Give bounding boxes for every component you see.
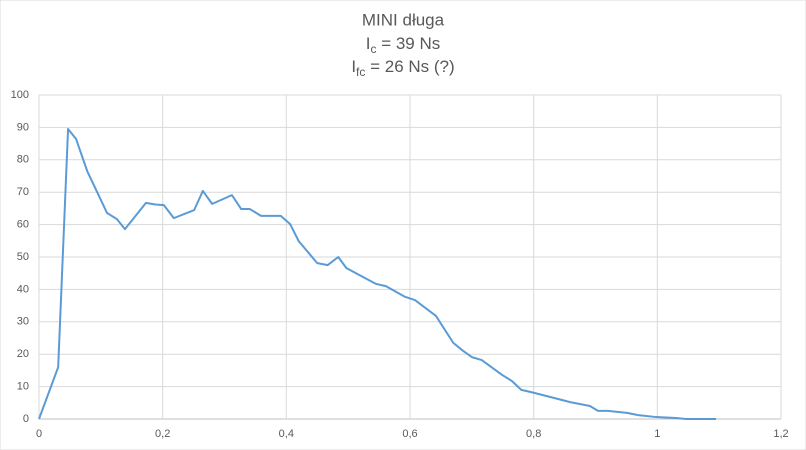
chart-subtitle: Ifc = 26 Ns (?) <box>351 57 454 79</box>
x-tick-label: 0 <box>36 428 42 440</box>
x-tick-label: 1 <box>654 428 660 440</box>
subtitle-subscript: c <box>370 42 376 56</box>
x-tick-label: 0,4 <box>279 428 294 440</box>
y-tick-label: 20 <box>17 348 29 360</box>
subtitle-subscript: fc <box>356 65 365 79</box>
subtitle-main: I <box>351 57 356 76</box>
subtitle-rest: = 39 Ns <box>376 34 440 53</box>
x-tick-label: 0,8 <box>526 428 541 440</box>
y-tick-label: 40 <box>17 283 29 295</box>
x-tick-label: 0,6 <box>402 428 417 440</box>
y-tick-label: 90 <box>17 121 29 133</box>
y-tick-label: 50 <box>17 251 29 263</box>
y-tick-label: 0 <box>23 413 29 425</box>
y-tick-label: 30 <box>17 316 29 328</box>
chart-title: MINI długa <box>362 10 445 29</box>
x-tick-label: 0,2 <box>155 428 170 440</box>
data-line <box>38 128 717 420</box>
y-tick-label: 60 <box>17 219 29 231</box>
subtitle-main: I <box>366 34 371 53</box>
y-tick-label: 80 <box>17 154 29 166</box>
y-tick-label: 10 <box>17 381 29 393</box>
chart-subtitle: Ic = 39 Ns <box>366 34 441 56</box>
subtitle-rest: = 26 Ns (?) <box>365 57 454 76</box>
y-tick-label: 100 <box>11 89 29 101</box>
x-tick-label: 1,2 <box>773 428 788 440</box>
y-tick-label: 70 <box>17 186 29 198</box>
